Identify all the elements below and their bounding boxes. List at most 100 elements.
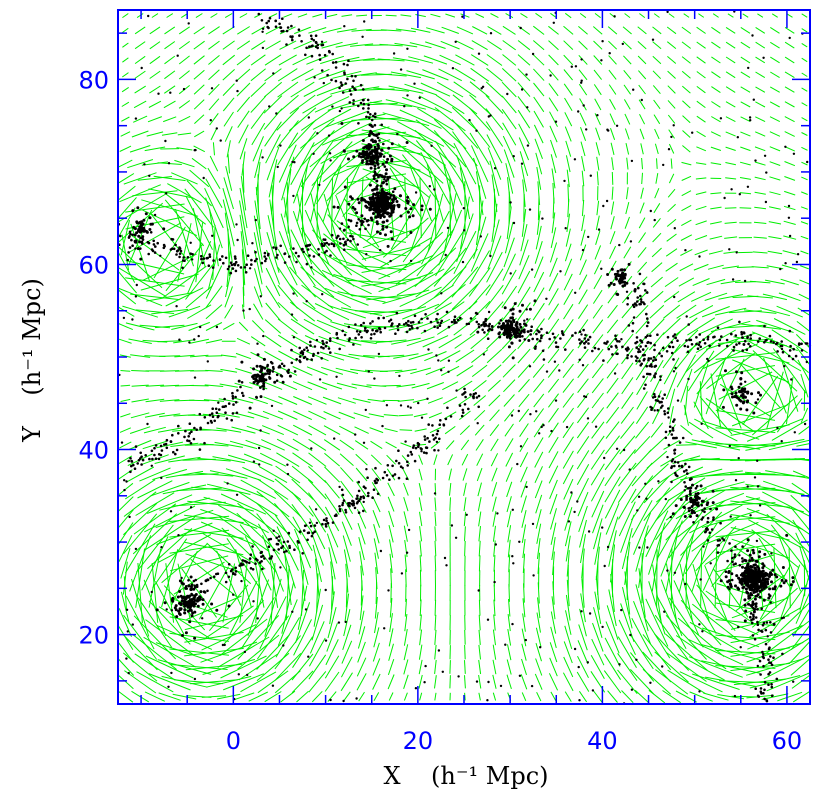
galaxy-point — [375, 481, 378, 485]
shear-vector — [130, 293, 180, 301]
shear-vector — [238, 124, 249, 144]
galaxy-point — [340, 84, 343, 87]
shear-vector — [224, 126, 233, 142]
galaxy-point — [257, 12, 261, 16]
galaxy-point — [420, 208, 424, 212]
galaxy-point — [607, 347, 611, 351]
galaxy-point — [305, 357, 309, 361]
shear-vector — [323, 439, 341, 451]
shear-vector — [688, 421, 714, 439]
shear-vector — [730, 514, 790, 524]
shear-vector — [412, 398, 429, 403]
shear-vector — [610, 201, 615, 215]
galaxy-point — [744, 559, 748, 563]
shear-vector — [355, 453, 368, 466]
galaxy-point — [640, 300, 643, 304]
galaxy-point — [233, 263, 237, 267]
galaxy-point — [750, 593, 754, 597]
galaxy-point — [387, 589, 390, 592]
galaxy-point — [205, 256, 209, 260]
galaxy-point — [440, 319, 444, 323]
shear-vector — [667, 203, 676, 213]
shear-vector — [470, 67, 490, 82]
shear-vector — [693, 263, 709, 271]
shear-vector — [681, 219, 692, 227]
shear-vector — [715, 427, 776, 433]
galaxy-point — [477, 589, 480, 592]
galaxy-point — [632, 88, 635, 91]
shear-vector — [246, 425, 270, 435]
shear-vector — [645, 510, 669, 558]
shear-vector — [725, 71, 736, 79]
shear-vector — [136, 13, 144, 19]
galaxy-point — [695, 342, 698, 346]
galaxy-point — [382, 316, 386, 320]
galaxy-point — [767, 647, 771, 651]
galaxy-point — [770, 580, 773, 584]
shear-vector — [218, 516, 269, 552]
galaxy-point — [125, 608, 129, 611]
galaxy-point — [413, 314, 417, 318]
shear-vector — [387, 674, 395, 690]
shear-vector — [117, 185, 136, 201]
galaxy-point — [791, 576, 795, 580]
shear-vector — [681, 26, 692, 35]
galaxy-point — [376, 211, 380, 214]
galaxy-point — [638, 359, 641, 363]
shear-vector — [324, 493, 340, 515]
shear-vector — [131, 690, 150, 703]
shear-vector — [464, 675, 466, 689]
galaxy-point — [252, 381, 256, 384]
shear-vector — [294, 528, 312, 569]
shear-vector — [434, 675, 437, 689]
galaxy-point — [362, 152, 366, 156]
galaxy-point — [642, 282, 645, 286]
shear-vector — [502, 364, 516, 378]
shear-vector — [189, 169, 210, 188]
galaxy-point — [320, 357, 324, 360]
shear-vector — [449, 482, 452, 496]
shear-vector — [662, 343, 681, 369]
shear-vector — [434, 497, 437, 511]
galaxy-point — [286, 26, 290, 29]
galaxy-point — [195, 428, 198, 432]
galaxy-point — [654, 358, 658, 362]
shear-vector — [241, 249, 246, 286]
galaxy-point — [134, 117, 138, 120]
galaxy-point — [656, 399, 660, 403]
galaxy-point — [706, 516, 710, 520]
galaxy-point — [259, 386, 262, 389]
shear-vector — [517, 302, 531, 321]
galaxy-point — [320, 69, 324, 72]
galaxy-point — [373, 139, 377, 143]
shear-vector — [209, 113, 219, 126]
shear-vector — [389, 598, 393, 618]
shear-vector — [336, 220, 387, 255]
shear-vector — [464, 526, 466, 542]
galaxy-point — [204, 579, 208, 583]
galaxy-point — [122, 316, 126, 320]
galaxy-point — [636, 300, 639, 303]
shear-vector — [771, 13, 778, 18]
galaxy-point — [170, 598, 174, 602]
shear-vector — [119, 184, 161, 203]
galaxy-point — [276, 165, 279, 169]
galaxy-point — [530, 268, 534, 271]
shear-vector — [625, 201, 630, 215]
shear-vector — [800, 250, 809, 255]
shear-vector — [118, 535, 133, 563]
shear-vector — [534, 480, 543, 499]
galaxy-point — [268, 369, 272, 373]
shear-vector — [155, 642, 214, 663]
galaxy-point — [338, 237, 342, 241]
shear-vector — [256, 490, 290, 518]
galaxy-point — [309, 344, 312, 347]
shear-vector — [137, 480, 173, 499]
shear-vector — [259, 596, 287, 650]
galaxy-point — [645, 364, 648, 368]
shear-vector — [492, 692, 497, 701]
galaxy-point — [667, 443, 671, 447]
galaxy-point — [583, 395, 586, 398]
shear-vector — [324, 655, 340, 679]
shear-vector — [533, 54, 545, 66]
